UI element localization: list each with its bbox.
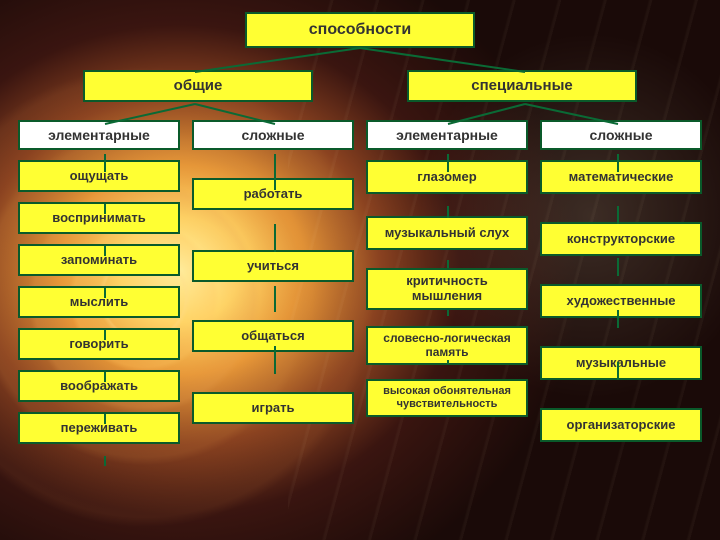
column-special-elementary: элементарные глазомер музыкальный слух к… [366, 120, 528, 444]
columns-container: элементарные ощущать воспринимать запоми… [18, 120, 702, 444]
leaf-node: работать [192, 178, 354, 210]
leaf-node: художественные [540, 284, 702, 318]
leaf-node: воспринимать [18, 202, 180, 234]
col-header: сложные [192, 120, 354, 150]
leaf-node: ощущать [18, 160, 180, 192]
leaf-node: высокая обонятельная чувствительность [366, 379, 528, 416]
column-general-complex: сложные работать учиться общаться играть [192, 120, 354, 444]
leaf-node: музыкальный слух [366, 216, 528, 250]
col-header: элементарные [366, 120, 528, 150]
column-general-elementary: элементарные ощущать воспринимать запоми… [18, 120, 180, 444]
leaf-node: глазомер [366, 160, 528, 194]
leaf-node: запоминать [18, 244, 180, 276]
leaf-node: учиться [192, 250, 354, 282]
root-node: способности [245, 12, 475, 48]
col-header: сложные [540, 120, 702, 150]
leaf-node: математические [540, 160, 702, 194]
leaf-node: конструкторские [540, 222, 702, 256]
leaf-node: воображать [18, 370, 180, 402]
col-header: элементарные [18, 120, 180, 150]
leaf-node: переживать [18, 412, 180, 444]
branch-general: общие [83, 70, 313, 102]
leaf-node: играть [192, 392, 354, 424]
leaf-node: музыкальные [540, 346, 702, 380]
leaf-node: критичность мышления [366, 268, 528, 310]
leaf-node: мыслить [18, 286, 180, 318]
leaf-node: словесно-логическая память [366, 326, 528, 366]
leaf-node: говорить [18, 328, 180, 360]
leaf-node: общаться [192, 320, 354, 352]
leaf-node: организаторские [540, 408, 702, 442]
column-special-complex: сложные математические конструкторские х… [540, 120, 702, 444]
branch-special: специальные [407, 70, 637, 102]
